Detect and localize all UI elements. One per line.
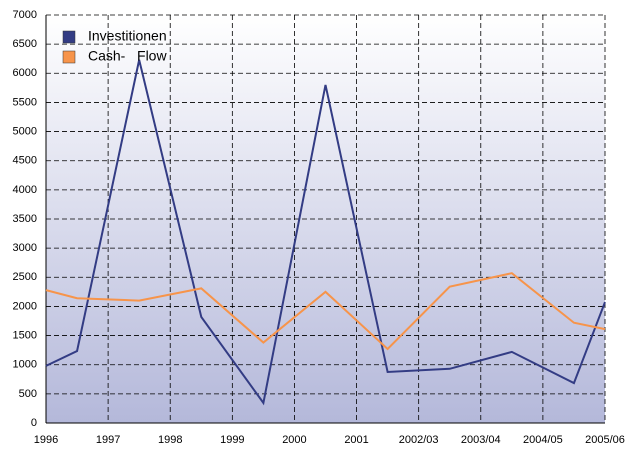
y-tick-label: 5000 <box>13 125 37 137</box>
series-line <box>45 272 606 351</box>
y-tick-label: 3000 <box>13 242 37 254</box>
series-line <box>45 59 606 406</box>
y-tick-label: 1500 <box>13 329 37 341</box>
x-tick-label: 2004/05 <box>523 434 563 446</box>
legend-swatch <box>62 30 76 44</box>
y-tick-label: 6500 <box>13 38 37 50</box>
x-tick-label: 1999 <box>220 434 244 446</box>
x-tick-label: 2005/06 <box>585 434 625 446</box>
x-tick-label: 1996 <box>34 434 58 446</box>
y-tick-label: 4000 <box>13 184 37 196</box>
legend-label: Cash- Flow <box>88 48 167 64</box>
x-tick-label: 2002/03 <box>399 434 439 446</box>
y-tick-label: 5500 <box>13 96 37 108</box>
x-tick-label: 2001 <box>344 434 368 446</box>
y-tick-label: 2000 <box>13 300 37 312</box>
x-tick-label: 1997 <box>96 434 120 446</box>
y-tick-label: 2500 <box>13 271 37 283</box>
legend-label: Investitionen <box>88 28 167 44</box>
x-tick-label: 1998 <box>158 434 182 446</box>
y-tick-label: 7000 <box>13 9 37 21</box>
y-tick-label: 3500 <box>13 213 37 225</box>
y-tick-label: 6000 <box>13 67 37 79</box>
y-tick-label: 4500 <box>13 155 37 167</box>
x-tick-label: 2000 <box>282 434 306 446</box>
legend-swatch <box>62 50 76 64</box>
y-tick-label: 1000 <box>13 359 37 371</box>
y-tick-label: 500 <box>19 388 37 400</box>
x-tick-label: 2003/04 <box>461 434 501 446</box>
y-tick-label: 0 <box>31 417 37 429</box>
